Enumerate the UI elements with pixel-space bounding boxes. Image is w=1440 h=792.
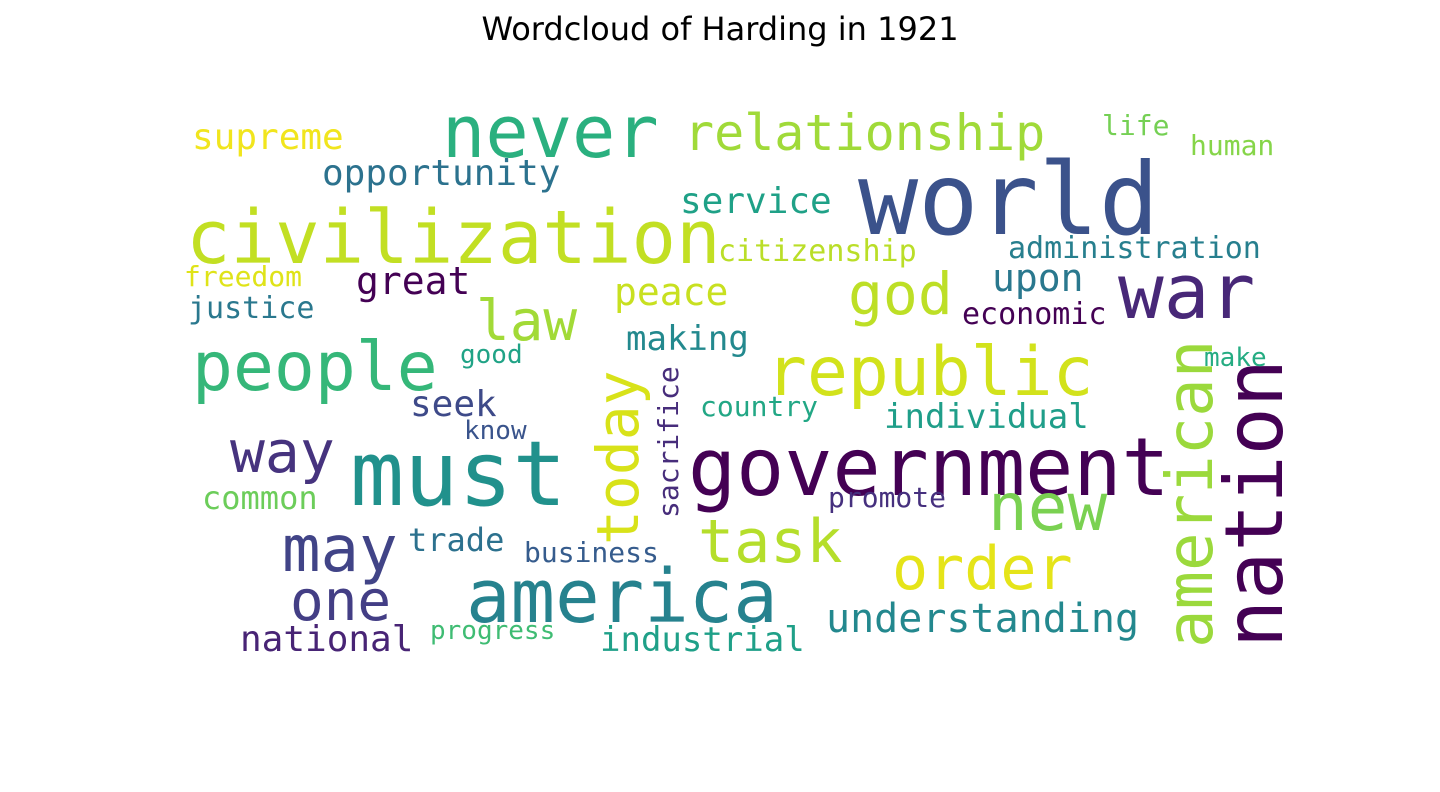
word-know: know [464,416,527,446]
word-business: business [524,536,659,569]
word-people: people [192,328,438,407]
word-sacrifice: sacrifice [652,366,685,518]
word-one: one [290,569,391,634]
word-make: make [1204,343,1267,373]
word-freedom: freedom [184,260,302,293]
word-supreme: supreme [192,117,344,158]
word-may: may [282,513,398,587]
word-administration: administration [1008,231,1261,266]
word-good: good [460,340,523,370]
word-america: america [466,554,778,640]
word-american: american [1154,340,1228,648]
word-law: law [476,289,577,354]
word-god: god [848,260,953,328]
word-individual: individual [884,397,1089,437]
word-must: must [350,422,567,527]
word-seek: seek [410,384,497,425]
word-making: making [626,319,749,359]
word-trade: trade [408,521,504,559]
word-war: war [1118,247,1255,336]
word-common: common [202,479,318,517]
word-republic: republic [766,333,1094,412]
word-great: great [356,259,470,303]
word-government: government [688,421,1170,514]
word-new: new [988,469,1107,546]
word-national: national [240,619,413,660]
word-civilization: civilization [186,195,721,281]
word-life: life [1102,109,1169,142]
word-service: service [680,181,832,222]
chart-title: Wordcloud of Harding in 1921 [481,10,959,48]
word-relationship: relationship [684,104,1045,162]
word-today: today [584,370,652,545]
word-opportunity: opportunity [322,153,560,194]
word-economic: economic [962,297,1107,332]
word-promote: promote [828,481,946,514]
word-nation: nation [1208,359,1301,648]
word-peace: peace [614,270,728,314]
word-world: world [858,141,1159,258]
word-never: never [442,90,659,174]
word-understanding: understanding [826,596,1139,642]
word-citizenship: citizenship [718,234,917,269]
word-country: country [700,390,818,423]
word-way: way [230,418,335,486]
word-progress: progress [430,616,555,646]
word-human: human [1190,129,1274,162]
word-industrial: industrial [600,620,805,660]
word-task: task [698,507,843,577]
word-upon: upon [992,256,1084,300]
word-order: order [892,534,1073,604]
word-justice: justice [188,291,314,326]
